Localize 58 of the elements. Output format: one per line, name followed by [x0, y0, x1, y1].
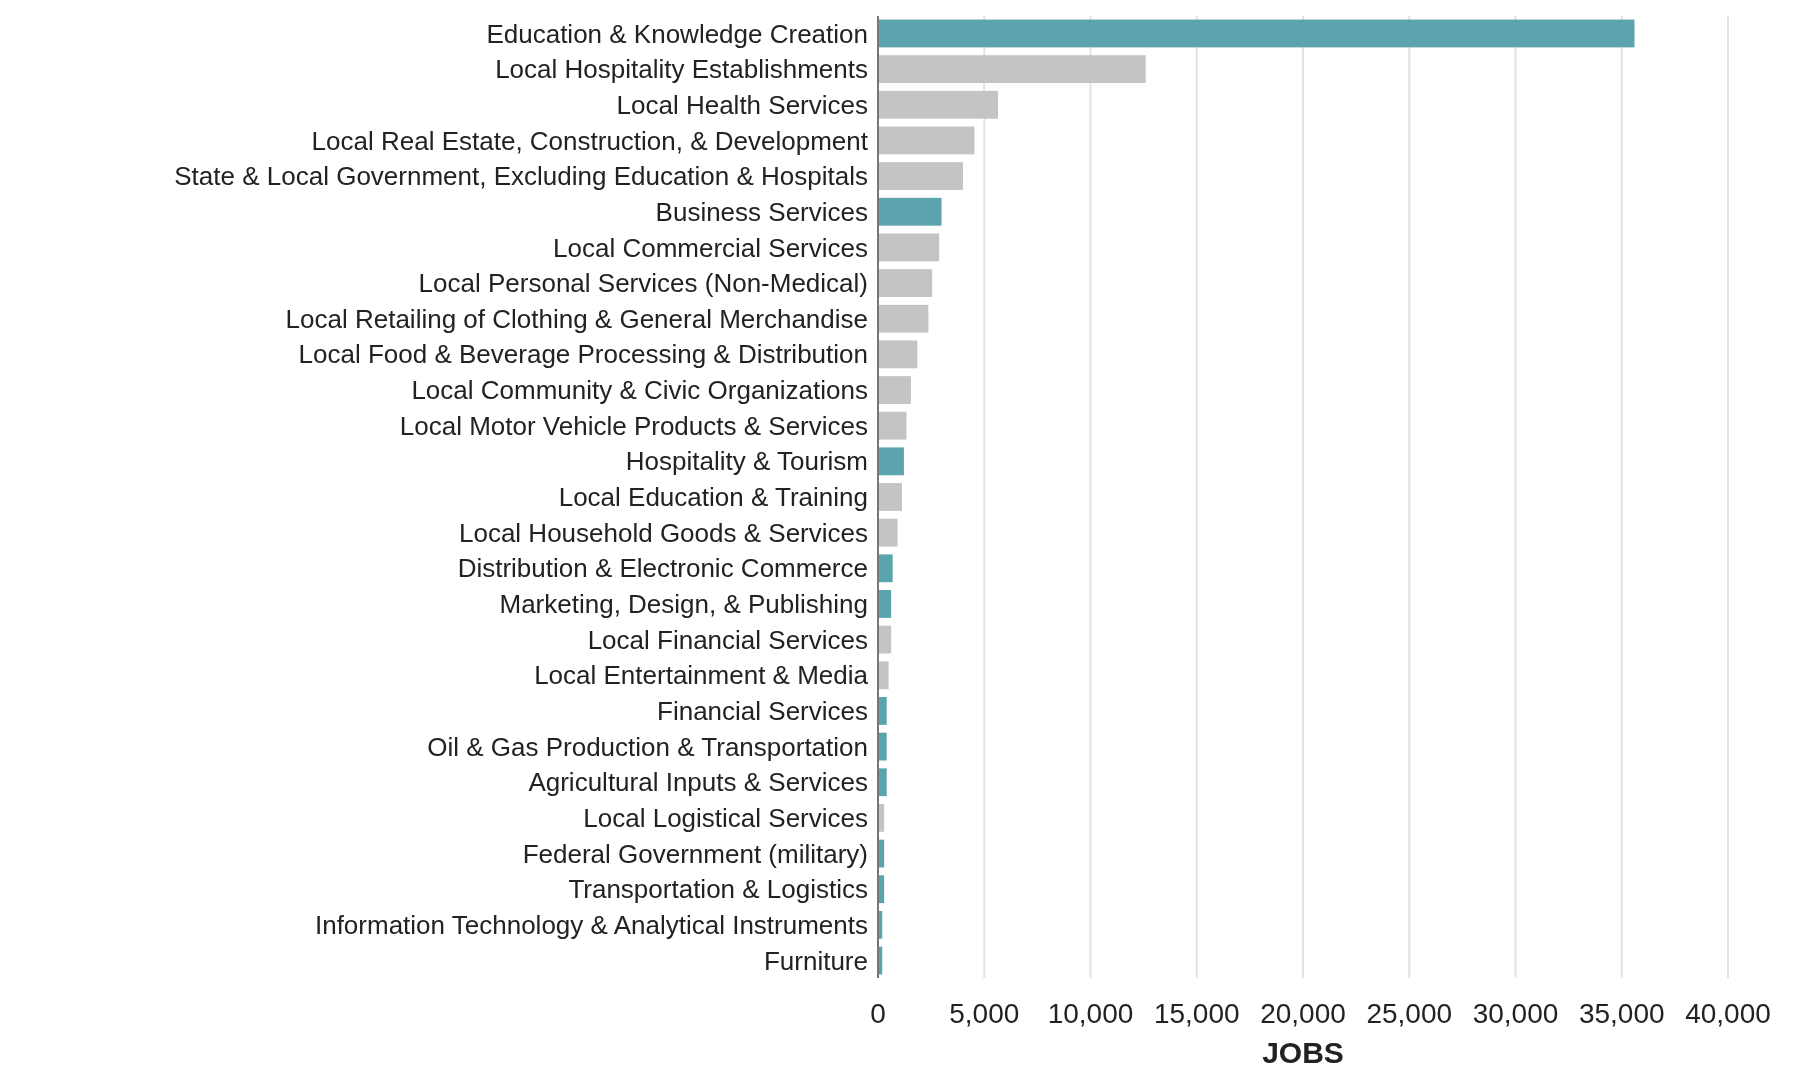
bar: [878, 590, 892, 618]
x-tick-label: 0: [870, 998, 886, 1029]
bar: [878, 518, 898, 547]
bar: [878, 197, 942, 226]
y-tick-label: Local Household Goods & Services: [458, 517, 868, 548]
x-tick-label: 15,000: [1153, 998, 1240, 1029]
y-tick-label: Local Entertainment & Media: [534, 660, 869, 691]
bar: [878, 411, 907, 440]
y-tick-label: Local Retailing of Clothing & General Merchandise: [285, 303, 868, 334]
bar: [878, 768, 887, 797]
bar: [878, 304, 929, 333]
y-tick-label: State & Local Government, Excluding Education & Hospitals: [174, 161, 868, 192]
bar: [878, 661, 889, 690]
x-tick-label: 25,000: [1366, 998, 1453, 1029]
y-tick-label: Local Food & Beverage Processing & Distribution: [298, 339, 868, 370]
y-tick-label: Local Hospitality Establishments: [495, 54, 868, 85]
bar: [878, 90, 999, 119]
x-tick-label: 30,000: [1472, 998, 1559, 1029]
bar: [878, 625, 892, 654]
y-tick-label: Local Personal Services (Non-Medical): [418, 268, 868, 299]
y-tick-label: Transportation & Logistics: [568, 874, 868, 905]
x-tick-label: 5,000: [949, 998, 1020, 1029]
bar: [878, 126, 975, 155]
bar: [878, 340, 918, 369]
y-tick-label: Local Health Services: [616, 89, 868, 120]
y-tick-label: Business Services: [655, 196, 868, 227]
y-tick-label: Local Motor Vehicle Products & Services: [399, 410, 868, 441]
bar: [878, 233, 940, 262]
x-tick-label: 40,000: [1685, 998, 1771, 1029]
bar: [878, 55, 1146, 84]
bar: [878, 483, 903, 511]
y-tick-label: Oil & Gas Production & Transportation: [427, 731, 868, 762]
bar: [878, 269, 933, 297]
y-tick-label: Financial Services: [657, 696, 868, 727]
x-tick-label: 20,000: [1260, 998, 1346, 1029]
y-tick-label: Local Education & Training: [558, 482, 868, 513]
y-tick-label: Education & Knowledge Creation: [486, 18, 868, 49]
y-tick-label: Local Commercial Services: [553, 232, 868, 263]
y-tick-label: Agricultural Inputs & Services: [528, 767, 868, 798]
bar: [878, 554, 893, 583]
bar: [878, 447, 904, 476]
bar: [878, 697, 887, 725]
bar: [878, 376, 911, 404]
y-tick-label: Distribution & Electronic Commerce: [457, 553, 868, 584]
y-tick-label: Hospitality & Tourism: [625, 446, 868, 477]
y-tick-label: Local Real Estate, Construction, & Development: [311, 125, 869, 156]
y-tick-label: Information Technology & Analytical Instruments: [314, 909, 868, 940]
y-tick-label: Local Logistical Services: [583, 803, 868, 833]
y-tick-label: Local Community & Civic Organizations: [411, 375, 868, 406]
x-axis-title: JOBS: [1262, 1036, 1344, 1069]
y-tick-label: Local Financial Services: [587, 624, 868, 655]
y-tick-label: Federal Government (military): [522, 838, 868, 869]
bar: [878, 19, 1635, 48]
x-tick-label: 35,000: [1578, 998, 1665, 1029]
x-tick-label: 10,000: [1047, 998, 1134, 1029]
y-tick-label: Marketing, Design, & Publishing: [499, 589, 868, 620]
bar: [878, 162, 963, 190]
y-tick-label: Furniture: [763, 945, 868, 976]
